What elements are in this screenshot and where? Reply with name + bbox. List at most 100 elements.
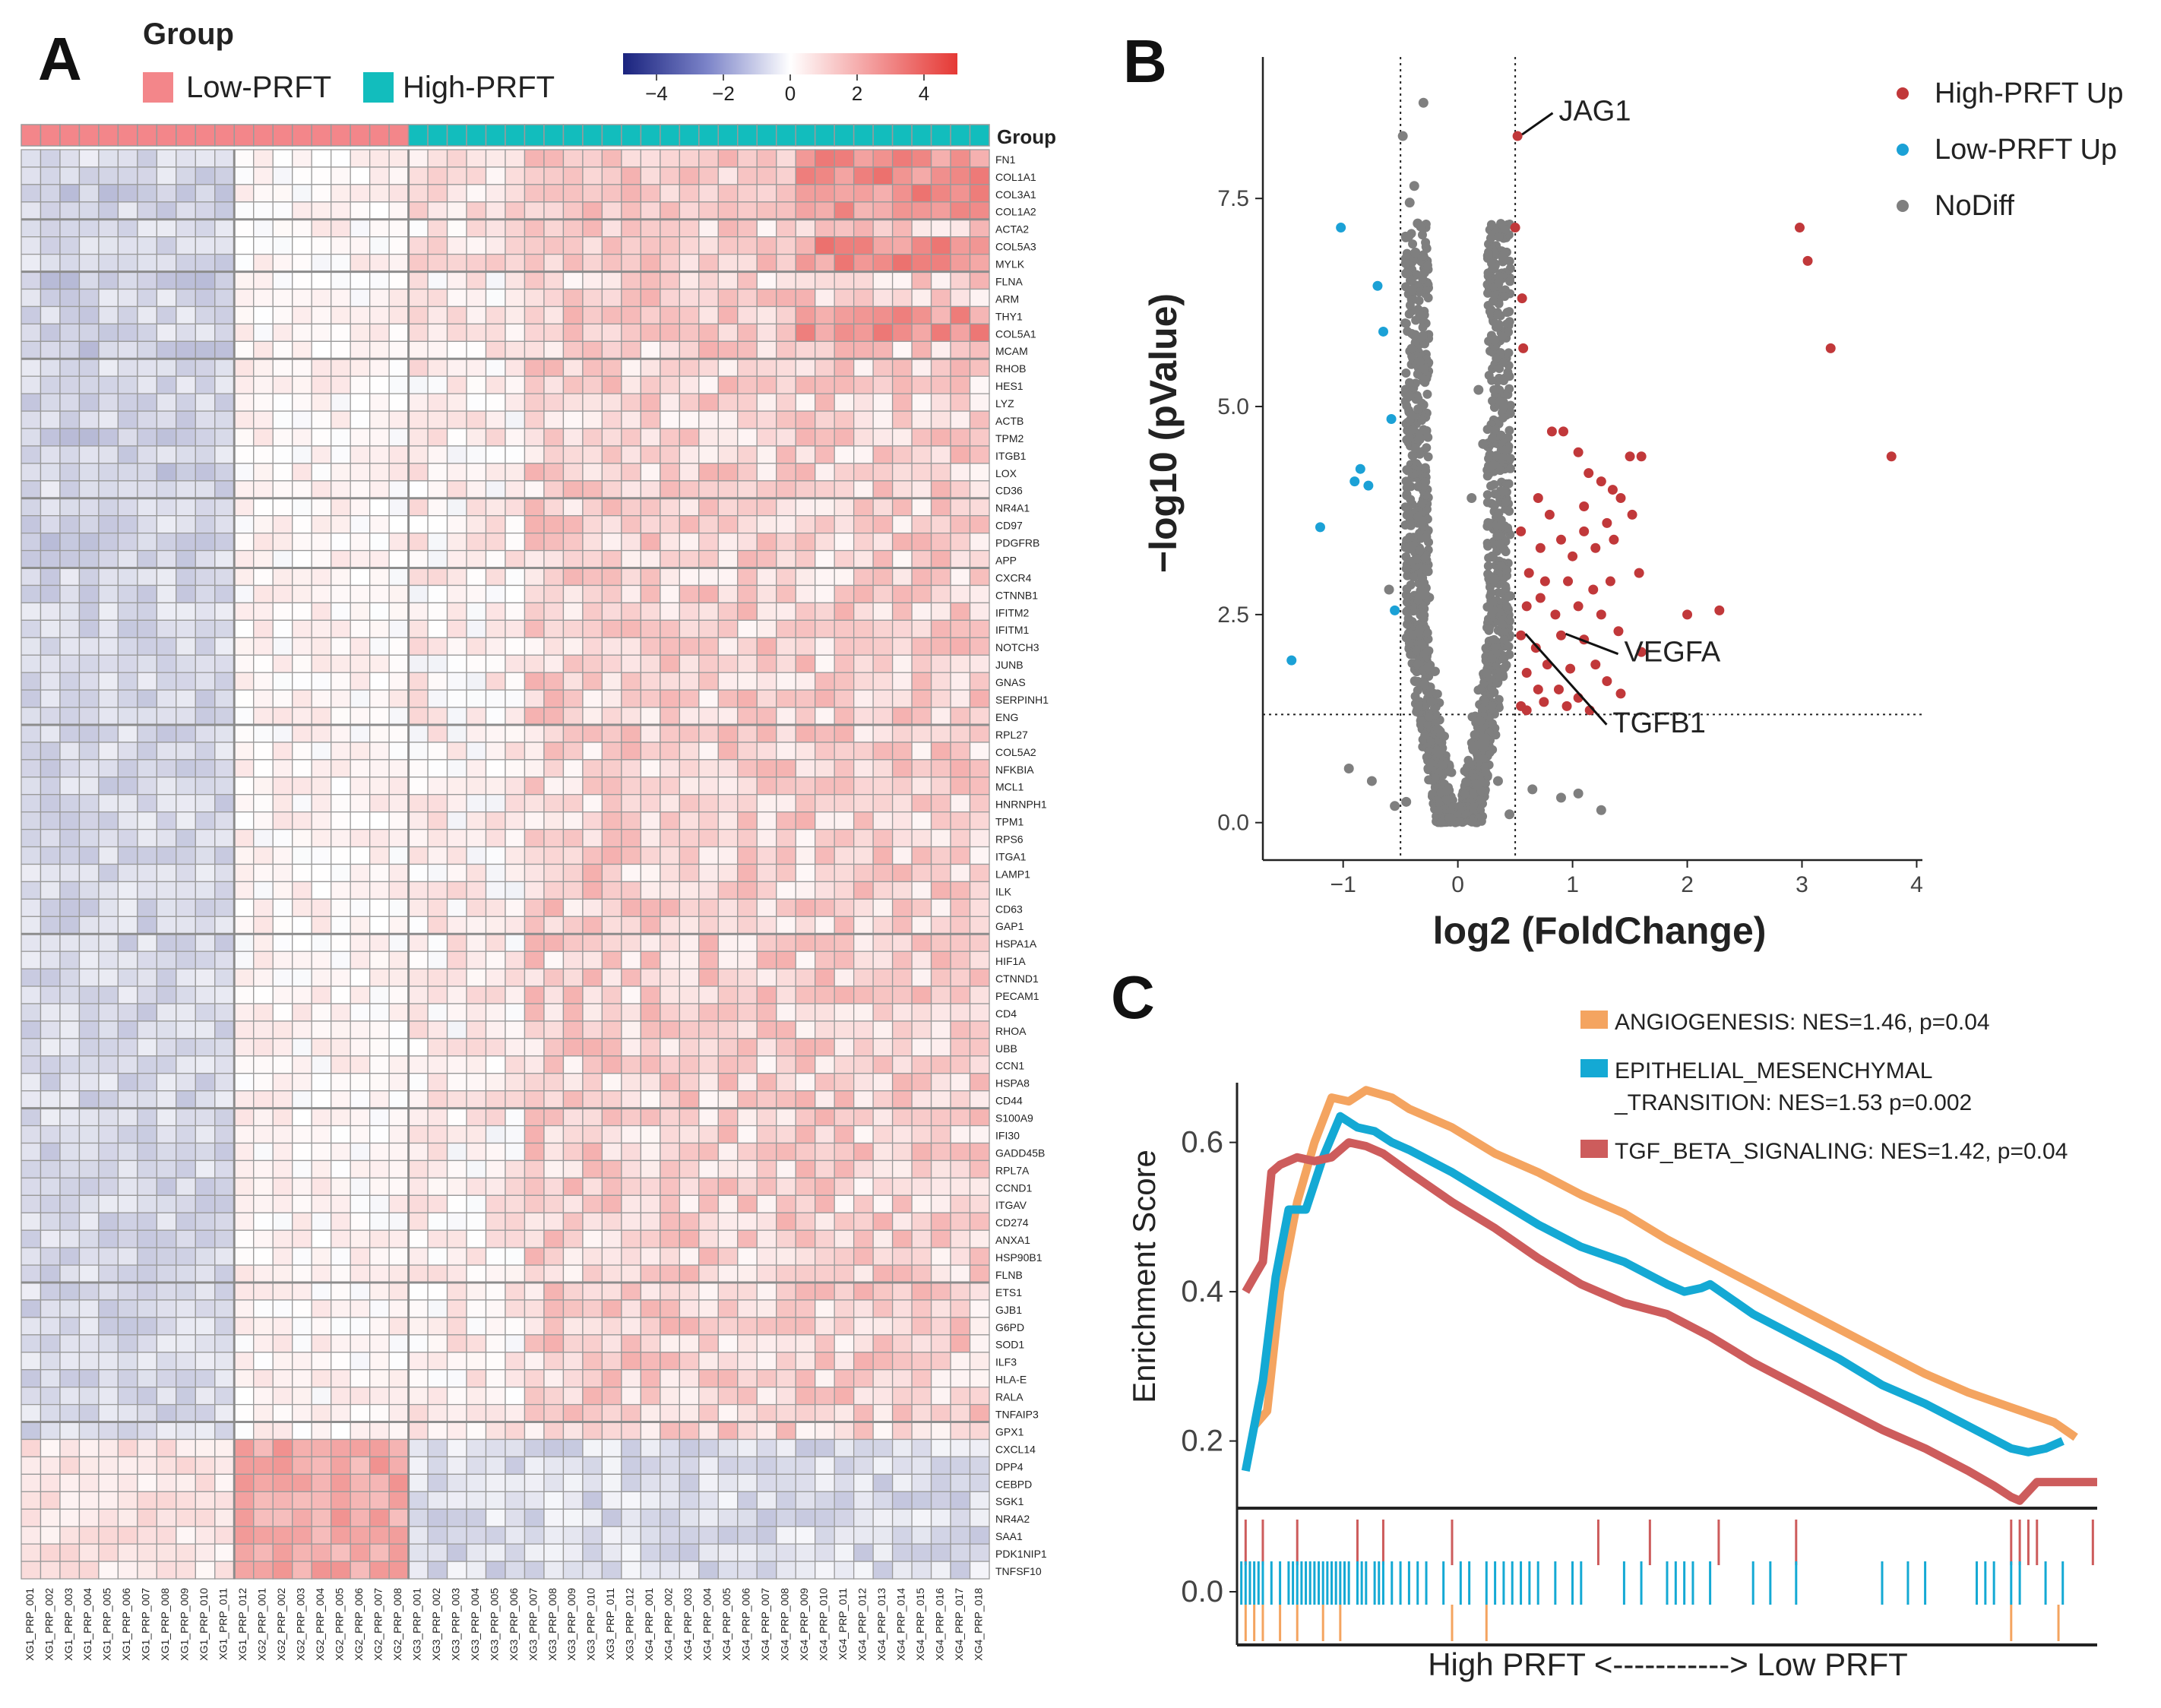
heatmap-cell	[350, 498, 371, 517]
annotation-cell	[834, 124, 855, 147]
heatmap-cell	[834, 933, 855, 952]
heatmap-cell	[117, 654, 138, 673]
heatmap-cell	[40, 846, 61, 865]
heatmap-cell	[176, 916, 196, 935]
heatmap-cell	[446, 968, 467, 987]
heatmap-cell	[331, 1491, 351, 1510]
heatmap-cell	[950, 463, 971, 482]
heatmap-cell	[156, 445, 177, 464]
heatmap-cell	[156, 619, 177, 638]
heatmap-cell	[388, 1473, 410, 1492]
heatmap-cell	[369, 166, 390, 185]
gene-label: SAA1	[995, 1530, 1023, 1542]
heatmap-cell	[543, 707, 565, 726]
heatmap-cell	[137, 1264, 158, 1283]
heatmap-cell	[543, 1264, 565, 1283]
heatmap-cell	[59, 759, 81, 778]
heatmap-cell	[795, 549, 816, 569]
heatmap-cell	[233, 985, 255, 1004]
heatmap-cell	[176, 393, 196, 412]
heatmap-cell	[331, 1369, 351, 1388]
heatmap-cell	[930, 1334, 951, 1353]
heatmap-cell	[311, 1317, 332, 1336]
heatmap-cell	[253, 881, 274, 900]
heatmap-cell	[446, 846, 467, 865]
heatmap-cell	[292, 340, 312, 359]
heatmap-cell	[485, 916, 506, 935]
heatmap-cell	[156, 933, 177, 952]
heatmap-cell	[621, 1508, 642, 1527]
heatmap-cell	[98, 1020, 119, 1039]
heatmap-cell	[369, 759, 390, 778]
heatmap-cell	[407, 480, 429, 499]
heatmap-cell	[253, 1317, 274, 1336]
heatmap-cell	[272, 149, 293, 168]
heatmap-cell	[350, 1142, 371, 1162]
heatmap-cell	[407, 1264, 429, 1283]
heatmap-cell	[891, 846, 913, 865]
heatmap-cell	[214, 1508, 235, 1527]
heatmap-cell	[195, 1177, 216, 1196]
heatmap-cell	[815, 1264, 835, 1283]
heatmap-cell	[388, 1282, 410, 1301]
heatmap-cell	[853, 463, 874, 482]
heatmap-cell	[117, 1438, 138, 1458]
heatmap-cell	[891, 1142, 913, 1162]
heatmap-cell	[292, 1038, 312, 1057]
heatmap-cell	[466, 1212, 487, 1231]
heatmap-cell	[427, 898, 448, 917]
heatmap-cell	[621, 1317, 642, 1336]
heatmap-cell	[98, 1456, 119, 1476]
heatmap-cell	[388, 549, 410, 569]
heatmap-cell	[311, 1561, 332, 1580]
heatmap-cell	[911, 393, 932, 412]
heatmap-cell	[311, 759, 332, 778]
heatmap-cell	[272, 201, 293, 220]
heatmap-cell	[466, 463, 487, 482]
heatmap-cell	[427, 689, 448, 708]
heatmap-cell	[853, 968, 874, 987]
heatmap-cell	[562, 689, 584, 708]
heatmap-cell	[872, 1020, 894, 1039]
heatmap-cell	[40, 1003, 61, 1022]
heatmap-cell	[233, 846, 255, 865]
heatmap-cell	[78, 1561, 100, 1580]
heatmap-cell	[543, 1090, 565, 1109]
heatmap-cell	[930, 549, 951, 569]
heatmap-cell	[407, 1073, 429, 1092]
heatmap-cell	[543, 358, 565, 377]
heatmap-cell	[505, 236, 526, 255]
heatmap-cell	[660, 689, 680, 708]
heatmap-cell	[427, 288, 448, 308]
volcano-x-tick-label: −1	[1330, 872, 1356, 897]
heatmap-cell	[311, 846, 332, 865]
heatmap-cell	[601, 184, 622, 203]
heatmap-cell	[272, 1456, 293, 1476]
heatmap-cell	[640, 1317, 661, 1336]
heatmap-cell	[640, 1212, 661, 1231]
heatmap-cell	[446, 811, 467, 830]
heatmap-cell	[59, 689, 81, 708]
heatmap-cell	[621, 428, 642, 447]
heatmap-cell	[660, 480, 680, 499]
heatmap-cell	[137, 149, 158, 168]
heatmap-cell	[562, 549, 584, 569]
heatmap-cell	[950, 1491, 971, 1510]
heatmap-cell	[505, 219, 526, 238]
heatmap-cell	[214, 1334, 235, 1353]
heatmap-cell	[505, 1508, 526, 1527]
heatmap-cell	[872, 445, 894, 464]
heatmap-cell	[660, 846, 680, 865]
heatmap-cell	[117, 1020, 138, 1039]
heatmap-cell	[930, 1124, 951, 1144]
heatmap-cell	[815, 672, 835, 691]
heatmap-cell	[756, 881, 777, 900]
heatmap-cell	[466, 1299, 487, 1318]
heatmap-cell	[911, 1073, 932, 1092]
heatmap-cell	[872, 1561, 894, 1580]
heatmap-cell	[795, 602, 816, 622]
heatmap-cell	[407, 253, 429, 273]
heatmap-cell	[834, 1020, 855, 1039]
heatmap-cell	[176, 1107, 196, 1127]
gene-label: CTNNB1	[995, 589, 1038, 601]
